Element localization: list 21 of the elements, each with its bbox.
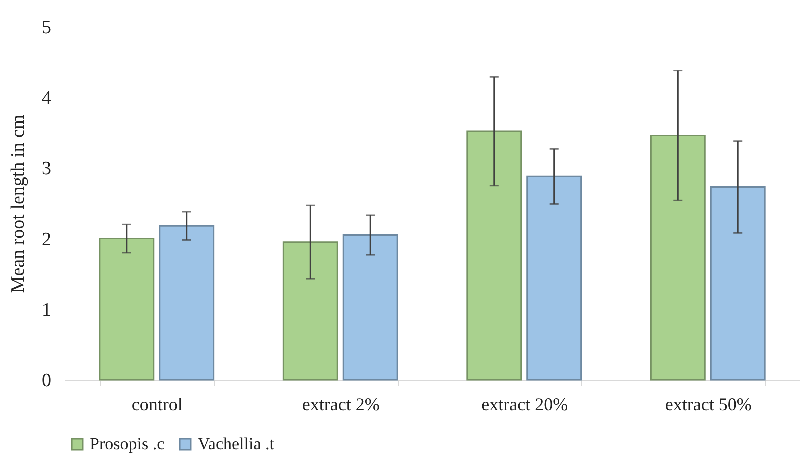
bar xyxy=(526,176,582,381)
bar xyxy=(710,186,766,381)
x-tick-label: control xyxy=(132,394,183,414)
legend-label: Vachellia .t xyxy=(198,434,275,454)
bar xyxy=(99,238,155,381)
y-tick-label: 4 xyxy=(42,88,52,110)
bar xyxy=(466,130,522,381)
y-tick-label: 5 xyxy=(42,18,52,38)
y-tick-label: 2 xyxy=(42,229,52,250)
x-tick-label: extract 50% xyxy=(665,394,752,414)
y-tick-label: 1 xyxy=(42,300,52,321)
y-tick-label: 0 xyxy=(42,370,52,392)
x-tick-label: extract 20% xyxy=(482,394,568,414)
bar xyxy=(282,242,338,381)
x-tick-label: extract 2% xyxy=(302,394,380,414)
bar xyxy=(342,234,398,381)
y-axis-title: Mean root length in cm xyxy=(8,114,29,294)
legend-label: Prosopis .c xyxy=(90,434,166,454)
bar xyxy=(650,134,706,381)
y-tick-label: 3 xyxy=(42,158,52,180)
bar xyxy=(159,225,215,381)
